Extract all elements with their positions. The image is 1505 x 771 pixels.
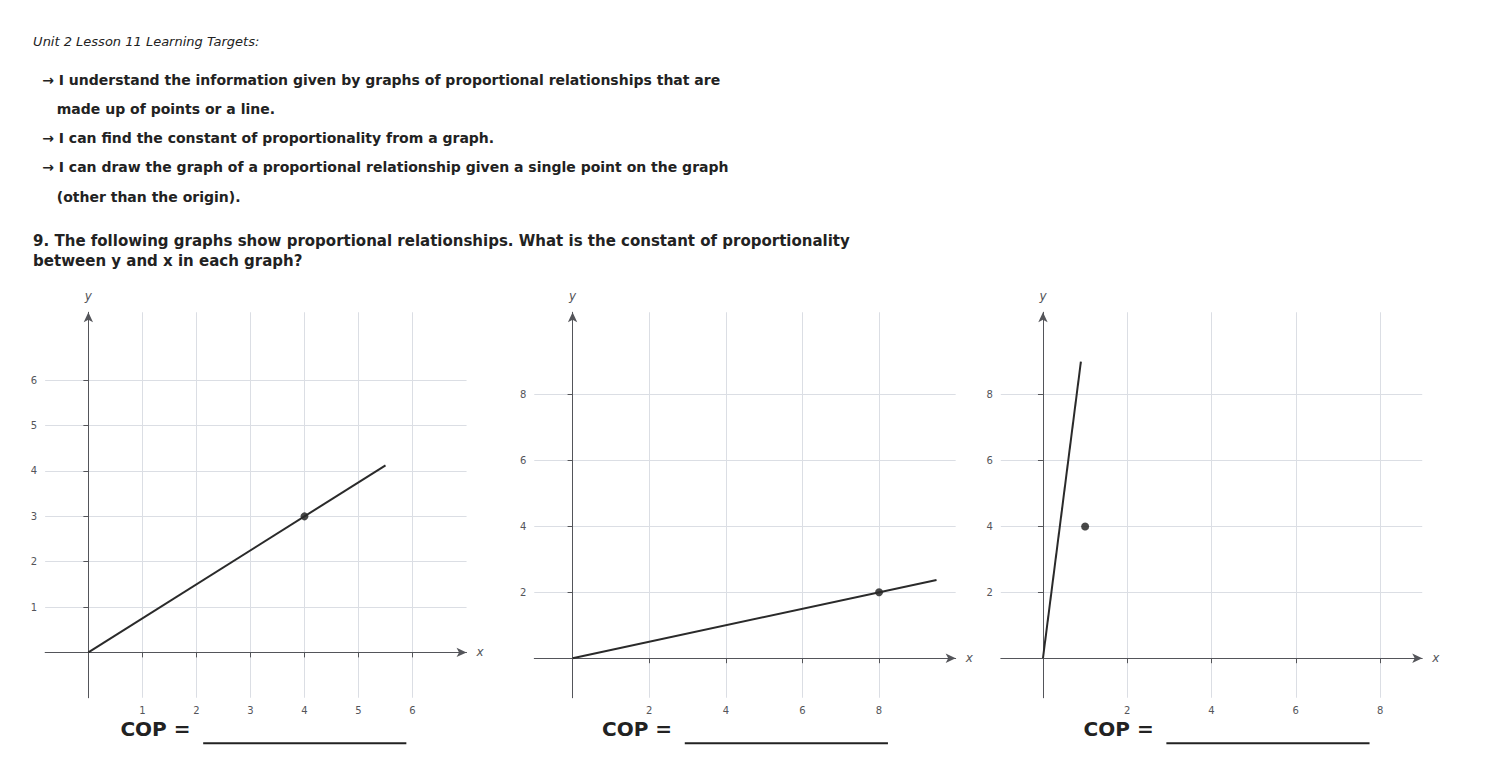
svg-text:y: y (1038, 289, 1047, 303)
svg-text:4: 4 (986, 521, 992, 532)
svg-text:2: 2 (1124, 705, 1130, 716)
svg-text:(other than the origin).: (other than the origin). (42, 189, 240, 205)
svg-text:2: 2 (31, 556, 37, 567)
svg-text:4: 4 (1208, 705, 1214, 716)
svg-text:between y and x in each graph?: between y and x in each graph? (33, 252, 302, 270)
svg-text:→ I can draw the graph of a pr: → I can draw the graph of a proportional… (42, 159, 728, 175)
svg-text:8: 8 (986, 389, 992, 400)
svg-text:4: 4 (723, 705, 729, 716)
svg-text:9. The following graphs show p: 9. The following graphs show proportiona… (33, 232, 850, 250)
svg-text:5: 5 (31, 420, 37, 431)
svg-text:3: 3 (247, 705, 253, 716)
svg-text:made up of points or a line.: made up of points or a line. (42, 101, 275, 117)
svg-text:COP =: COP = (120, 717, 197, 741)
svg-text:1: 1 (31, 602, 37, 613)
svg-text:4: 4 (31, 465, 37, 476)
svg-text:2: 2 (646, 705, 652, 716)
svg-text:y: y (84, 289, 93, 303)
svg-text:x: x (965, 651, 974, 665)
svg-text:4: 4 (301, 705, 307, 716)
svg-text:6: 6 (31, 375, 37, 386)
svg-text:COP =: COP = (602, 717, 679, 741)
svg-text:→ I can find the constant of p: → I can find the constant of proportiona… (42, 130, 494, 146)
svg-text:6: 6 (520, 455, 526, 466)
svg-text:COP =: COP = (1084, 717, 1161, 741)
svg-text:1: 1 (139, 705, 145, 716)
svg-text:y: y (568, 289, 577, 303)
svg-text:8: 8 (1377, 705, 1383, 716)
svg-text:x: x (1431, 651, 1440, 665)
svg-text:8: 8 (520, 389, 526, 400)
svg-text:x: x (476, 645, 485, 659)
svg-text:3: 3 (31, 511, 37, 522)
svg-text:8: 8 (876, 705, 882, 716)
svg-text:6: 6 (986, 455, 992, 466)
svg-text:4: 4 (520, 521, 526, 532)
svg-text:6: 6 (799, 705, 805, 716)
svg-text:5: 5 (355, 705, 361, 716)
svg-text:2: 2 (520, 587, 526, 598)
svg-text:→ I understand the information: → I understand the information given by … (42, 72, 720, 88)
svg-text:2: 2 (986, 587, 992, 598)
svg-text:6: 6 (409, 705, 415, 716)
svg-text:Unit 2 Lesson 11 Learning Targ: Unit 2 Lesson 11 Learning Targets: (33, 34, 259, 49)
svg-text:2: 2 (193, 705, 199, 716)
svg-text:6: 6 (1293, 705, 1299, 716)
